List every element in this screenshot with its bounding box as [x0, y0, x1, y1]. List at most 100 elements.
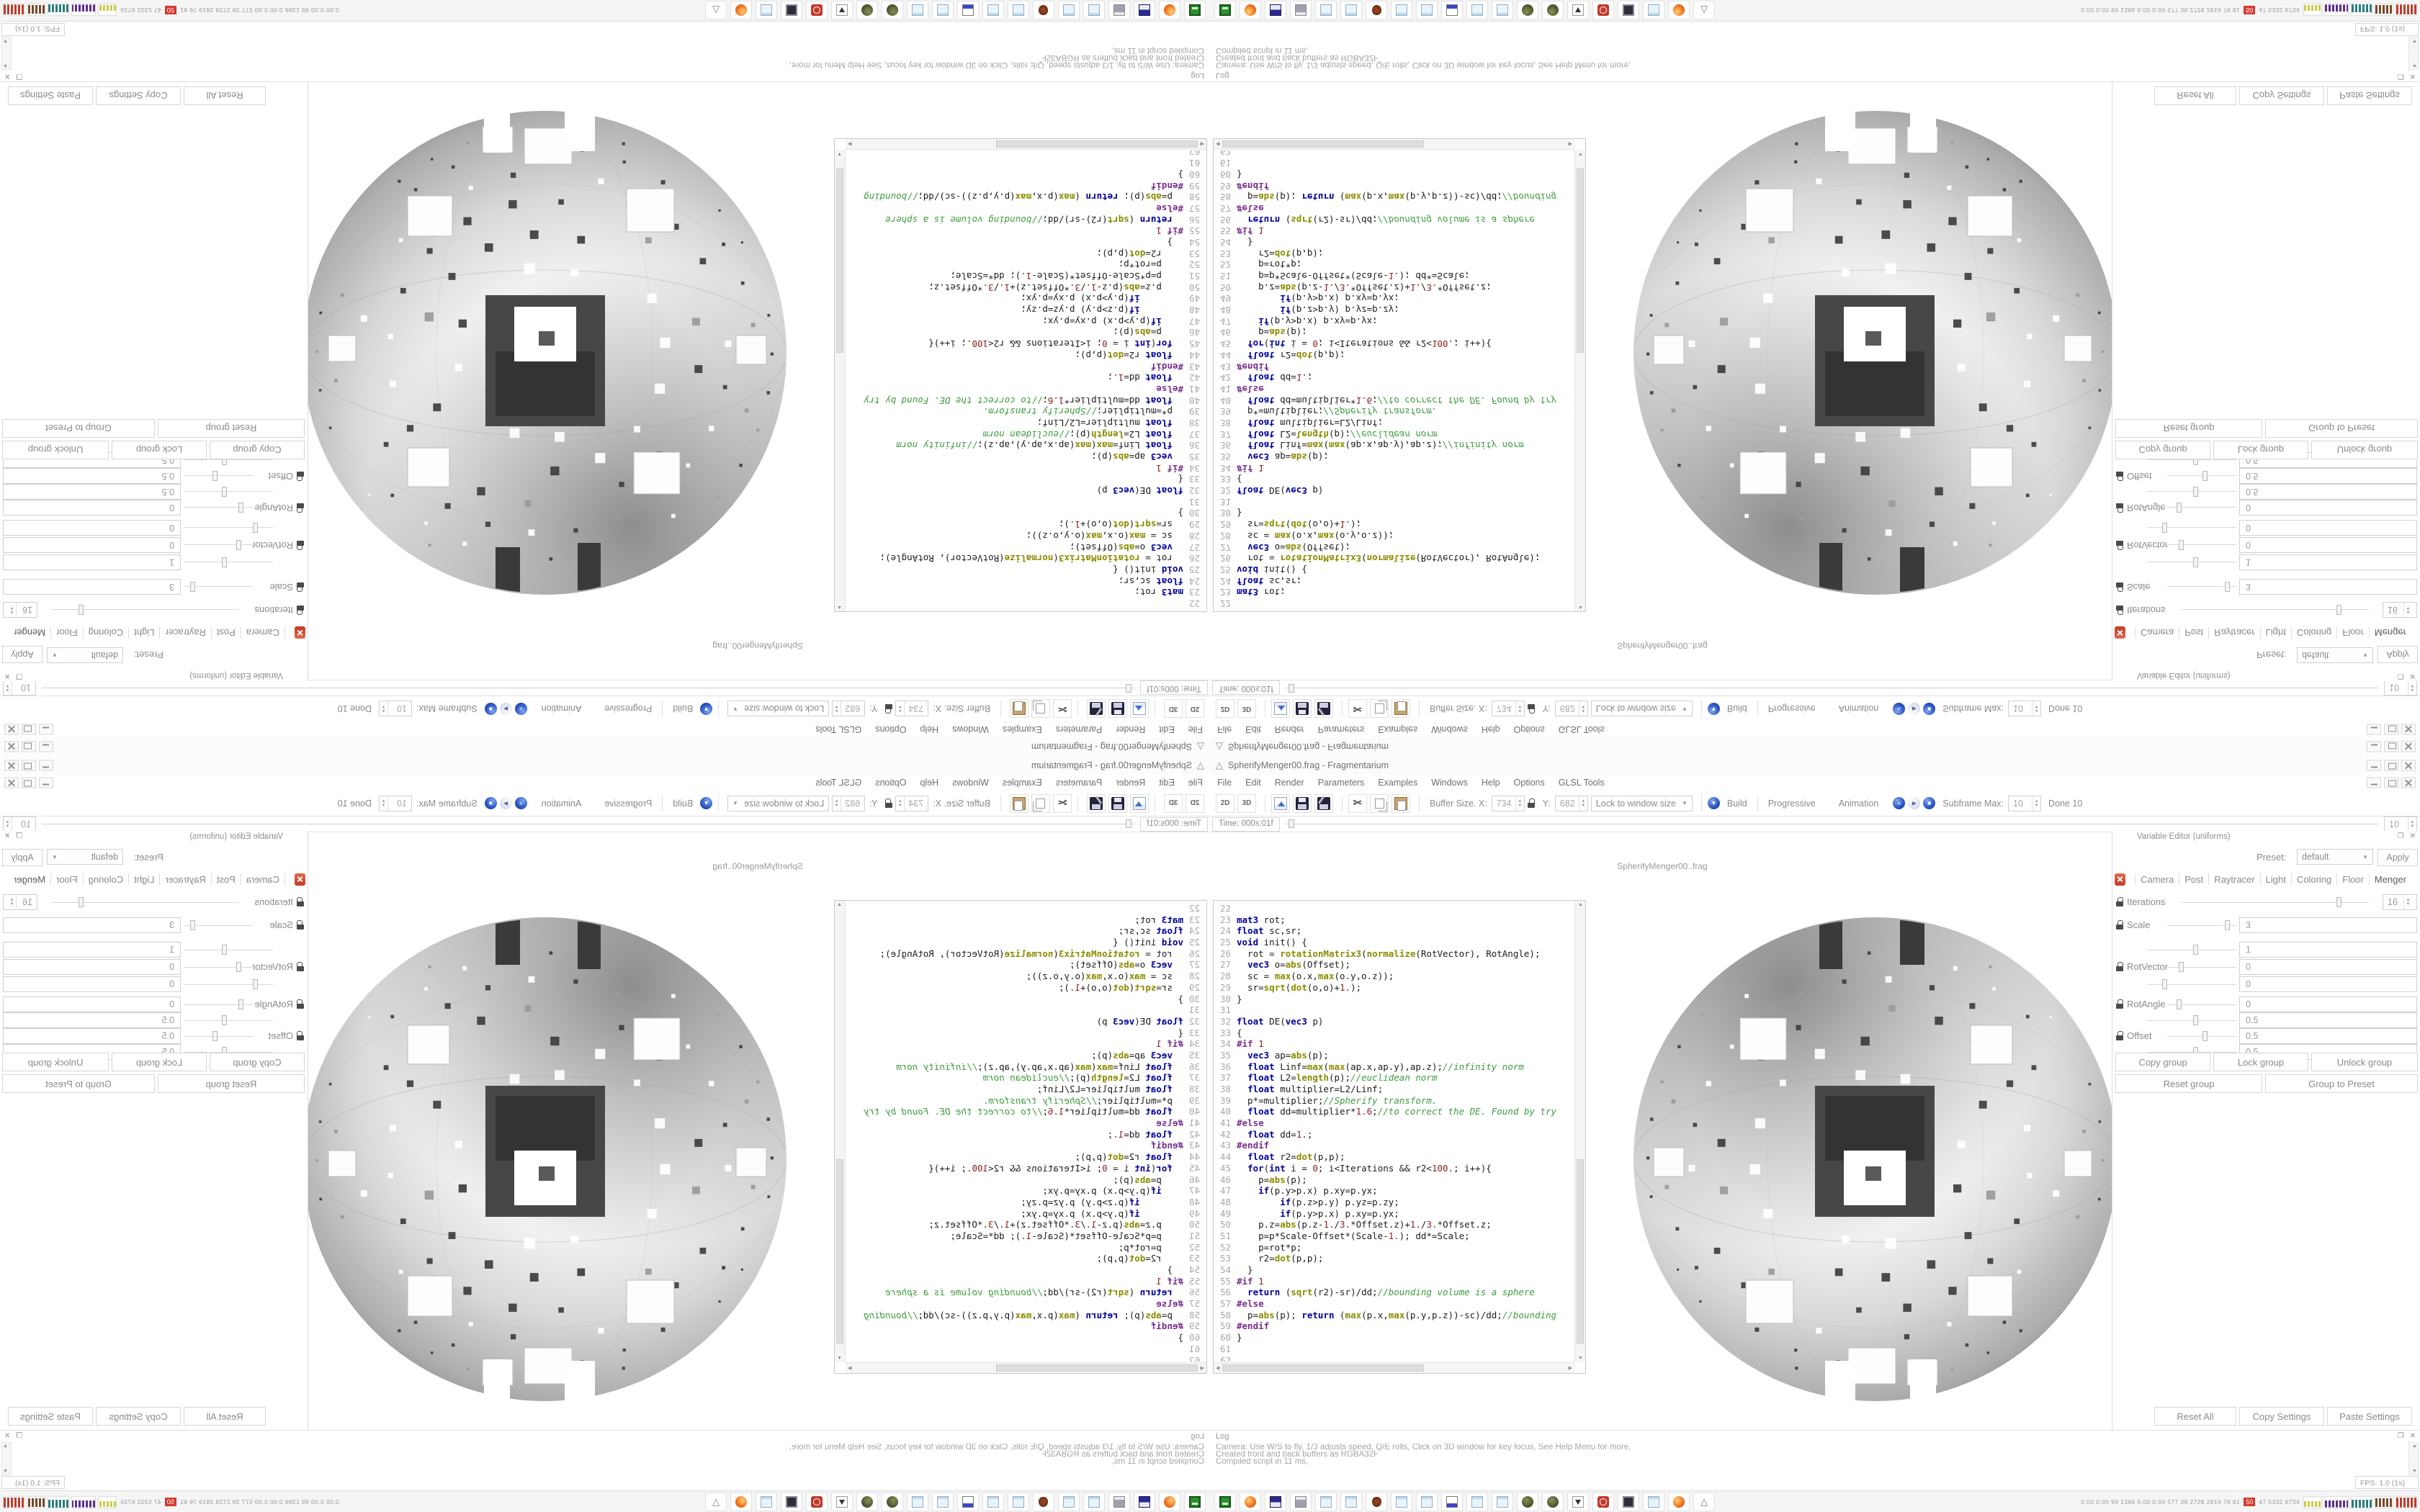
slider-handle[interactable] — [2225, 582, 2230, 592]
slider-handle[interactable] — [2336, 897, 2341, 907]
taskbar-tri-icon[interactable]: △ — [1693, 1, 1715, 20]
spinner-arrows-icon[interactable]: ▲ ▼ — [1578, 796, 1587, 811]
restore-icon[interactable] — [22, 777, 36, 788]
play-icon[interactable]: ▶ — [1908, 797, 1921, 809]
time-field[interactable]: Time: 000s:01f — [1212, 816, 1280, 832]
scrollbar-thumb[interactable] — [996, 1364, 1198, 1372]
slider-track[interactable] — [184, 523, 273, 533]
tab-light[interactable]: Light — [2265, 873, 2286, 885]
slider-value-field[interactable]: 0.5 — [2239, 468, 2417, 484]
taskbar-sphere-icon[interactable] — [1542, 1, 1564, 20]
tab-light[interactable]: Light — [134, 627, 155, 639]
float-panel-icon[interactable]: ❐ — [2397, 1432, 2404, 1440]
taskbar-note-icon[interactable] — [932, 1492, 954, 1511]
scroll-right-icon[interactable]: ▶ — [848, 141, 852, 146]
menu-item-examples[interactable]: Examples — [1002, 778, 1042, 788]
restore-icon[interactable] — [22, 741, 36, 752]
spinner-arrows-icon[interactable]: ▲ ▼ — [896, 796, 905, 811]
taskbar-firefox-icon[interactable] — [1668, 1492, 1690, 1511]
slider-value-field[interactable]: 1 — [2239, 554, 2417, 570]
log-scrollbar[interactable]: ▲ ▼ — [1, 37, 12, 70]
scrollbar-thumb[interactable] — [836, 168, 843, 354]
taskbar-bug-icon[interactable] — [1366, 1492, 1387, 1511]
taskbar-note-icon[interactable] — [982, 1, 1004, 20]
spinner-arrows-icon[interactable]: ▲ ▼ — [379, 796, 388, 811]
cut-button[interactable]: ✂ — [1348, 793, 1367, 813]
tab-menger[interactable]: Menger — [2374, 873, 2406, 885]
taskbar-docdl-icon[interactable] — [1567, 1, 1589, 20]
close-icon[interactable] — [4, 777, 19, 788]
slider-value-field[interactable]: 0 — [3, 520, 181, 536]
slider-track[interactable] — [2167, 540, 2236, 550]
taskbar-note-icon[interactable] — [1083, 1, 1105, 20]
menu-item-edit[interactable]: Edit — [1159, 724, 1175, 734]
slider-handle[interactable] — [190, 582, 195, 592]
spinner-arrows-icon[interactable]: ▲ ▼ — [2408, 680, 2416, 696]
taskbar-docdl-icon[interactable] — [831, 1, 853, 20]
taskbar-tri-icon[interactable]: △ — [705, 1492, 727, 1511]
time-right-spinbox[interactable]: 10 ▲ ▼ — [2384, 816, 2417, 832]
build-icon[interactable]: ▼ — [1707, 703, 1720, 715]
time-slider-handle[interactable] — [1126, 819, 1132, 828]
slider-value-field[interactable]: 0.5 — [2239, 1028, 2417, 1044]
scroll-up-icon[interactable]: ▲ — [3, 63, 8, 68]
taskbar-note-icon[interactable] — [982, 1492, 1004, 1511]
scroll-up-icon[interactable]: ▲ — [3, 1444, 8, 1449]
taskbar-sphere-icon[interactable] — [882, 1492, 903, 1511]
taskbar-monitor-icon[interactable] — [781, 1, 802, 20]
spinner-arrows-icon[interactable]: ▲ ▼ — [379, 701, 388, 716]
render-preview-3d[interactable] — [1610, 86, 2132, 622]
slider-track[interactable] — [2147, 523, 2236, 533]
lock-icon[interactable] — [297, 503, 304, 513]
buffer-lock-icon[interactable] — [1527, 798, 1535, 808]
build-button[interactable]: Build — [1726, 703, 1747, 714]
taskbar-floppy-icon[interactable] — [1134, 1, 1155, 20]
tab-menger[interactable]: Menger — [2374, 627, 2406, 639]
close-icon[interactable]: ✕ — [4, 672, 11, 680]
lock-icon[interactable] — [2116, 472, 2123, 481]
buffer-lock-icon[interactable] — [885, 798, 892, 808]
lock-icon[interactable] — [297, 472, 304, 481]
code-area[interactable]: 22 23 mat3 rot; 24 float sc,sr; 25 void init()… — [1214, 150, 1574, 609]
taskbar-drive-icon[interactable] — [1184, 1, 1206, 20]
play-icon[interactable]: ▶ — [499, 797, 512, 809]
tab-post[interactable]: Post — [2184, 873, 2204, 885]
tab-raytracer[interactable]: Raytracer — [165, 873, 206, 885]
spinner-arrows-icon[interactable]: ▲ ▼ — [8, 895, 17, 909]
progressive-button[interactable]: Progressive — [1767, 798, 1816, 809]
slider-handle[interactable] — [2193, 1015, 2198, 1025]
spinner-arrows-icon[interactable]: ▲ ▼ — [4, 680, 12, 696]
float-panel-icon[interactable]: ❐ — [16, 672, 23, 680]
minimize-icon[interactable] — [39, 724, 53, 735]
reset-all-button[interactable]: Reset All — [184, 1407, 266, 1426]
scroll-up-icon[interactable]: ▲ — [2412, 63, 2417, 68]
paste-settings-button[interactable]: Paste Settings — [2327, 1407, 2412, 1426]
time-slider-handle[interactable] — [1288, 819, 1294, 828]
time-right-spinbox[interactable]: 10 ▲ ▼ — [2384, 680, 2417, 696]
slider-track[interactable] — [184, 920, 253, 930]
scrollbar-thumb[interactable] — [1222, 1364, 1424, 1372]
slider-track[interactable] — [2167, 999, 2236, 1009]
taskbar-note-icon[interactable] — [1643, 1, 1664, 20]
preset-dropdown[interactable]: default ▼ — [2297, 647, 2373, 663]
time-right-spinbox[interactable]: 10 ▲ ▼ — [3, 680, 36, 696]
save-button[interactable] — [1108, 699, 1127, 719]
scroll-left-icon[interactable]: ◀ — [1200, 1366, 1204, 1371]
scroll-down-icon[interactable]: ▼ — [1578, 1356, 1583, 1361]
save-button[interactable] — [1293, 699, 1312, 719]
slider-track[interactable] — [184, 1031, 253, 1041]
animation-button[interactable]: Animation — [541, 798, 582, 809]
menu-item-glsl-tools[interactable]: GLSL Tools — [815, 778, 862, 788]
taskbar-note-icon[interactable] — [1083, 1492, 1105, 1511]
preview-2d-button[interactable]: 2D — [1216, 793, 1234, 813]
play-icon[interactable]: ▶ — [1908, 703, 1921, 715]
paste-button[interactable] — [1392, 699, 1410, 719]
taskbar-drive-icon[interactable] — [1214, 1492, 1236, 1511]
lock-group-button[interactable]: Lock group — [2213, 1053, 2308, 1071]
render-preview-3d[interactable] — [1610, 890, 2132, 1426]
taskbar-note-icon[interactable] — [1391, 1492, 1412, 1511]
tab-raytracer[interactable]: Raytracer — [2214, 873, 2255, 885]
preview-2d-button[interactable]: 2D — [1186, 699, 1204, 719]
play-icon[interactable]: ▶ — [499, 703, 512, 715]
float-panel-icon[interactable]: ❐ — [16, 832, 23, 840]
